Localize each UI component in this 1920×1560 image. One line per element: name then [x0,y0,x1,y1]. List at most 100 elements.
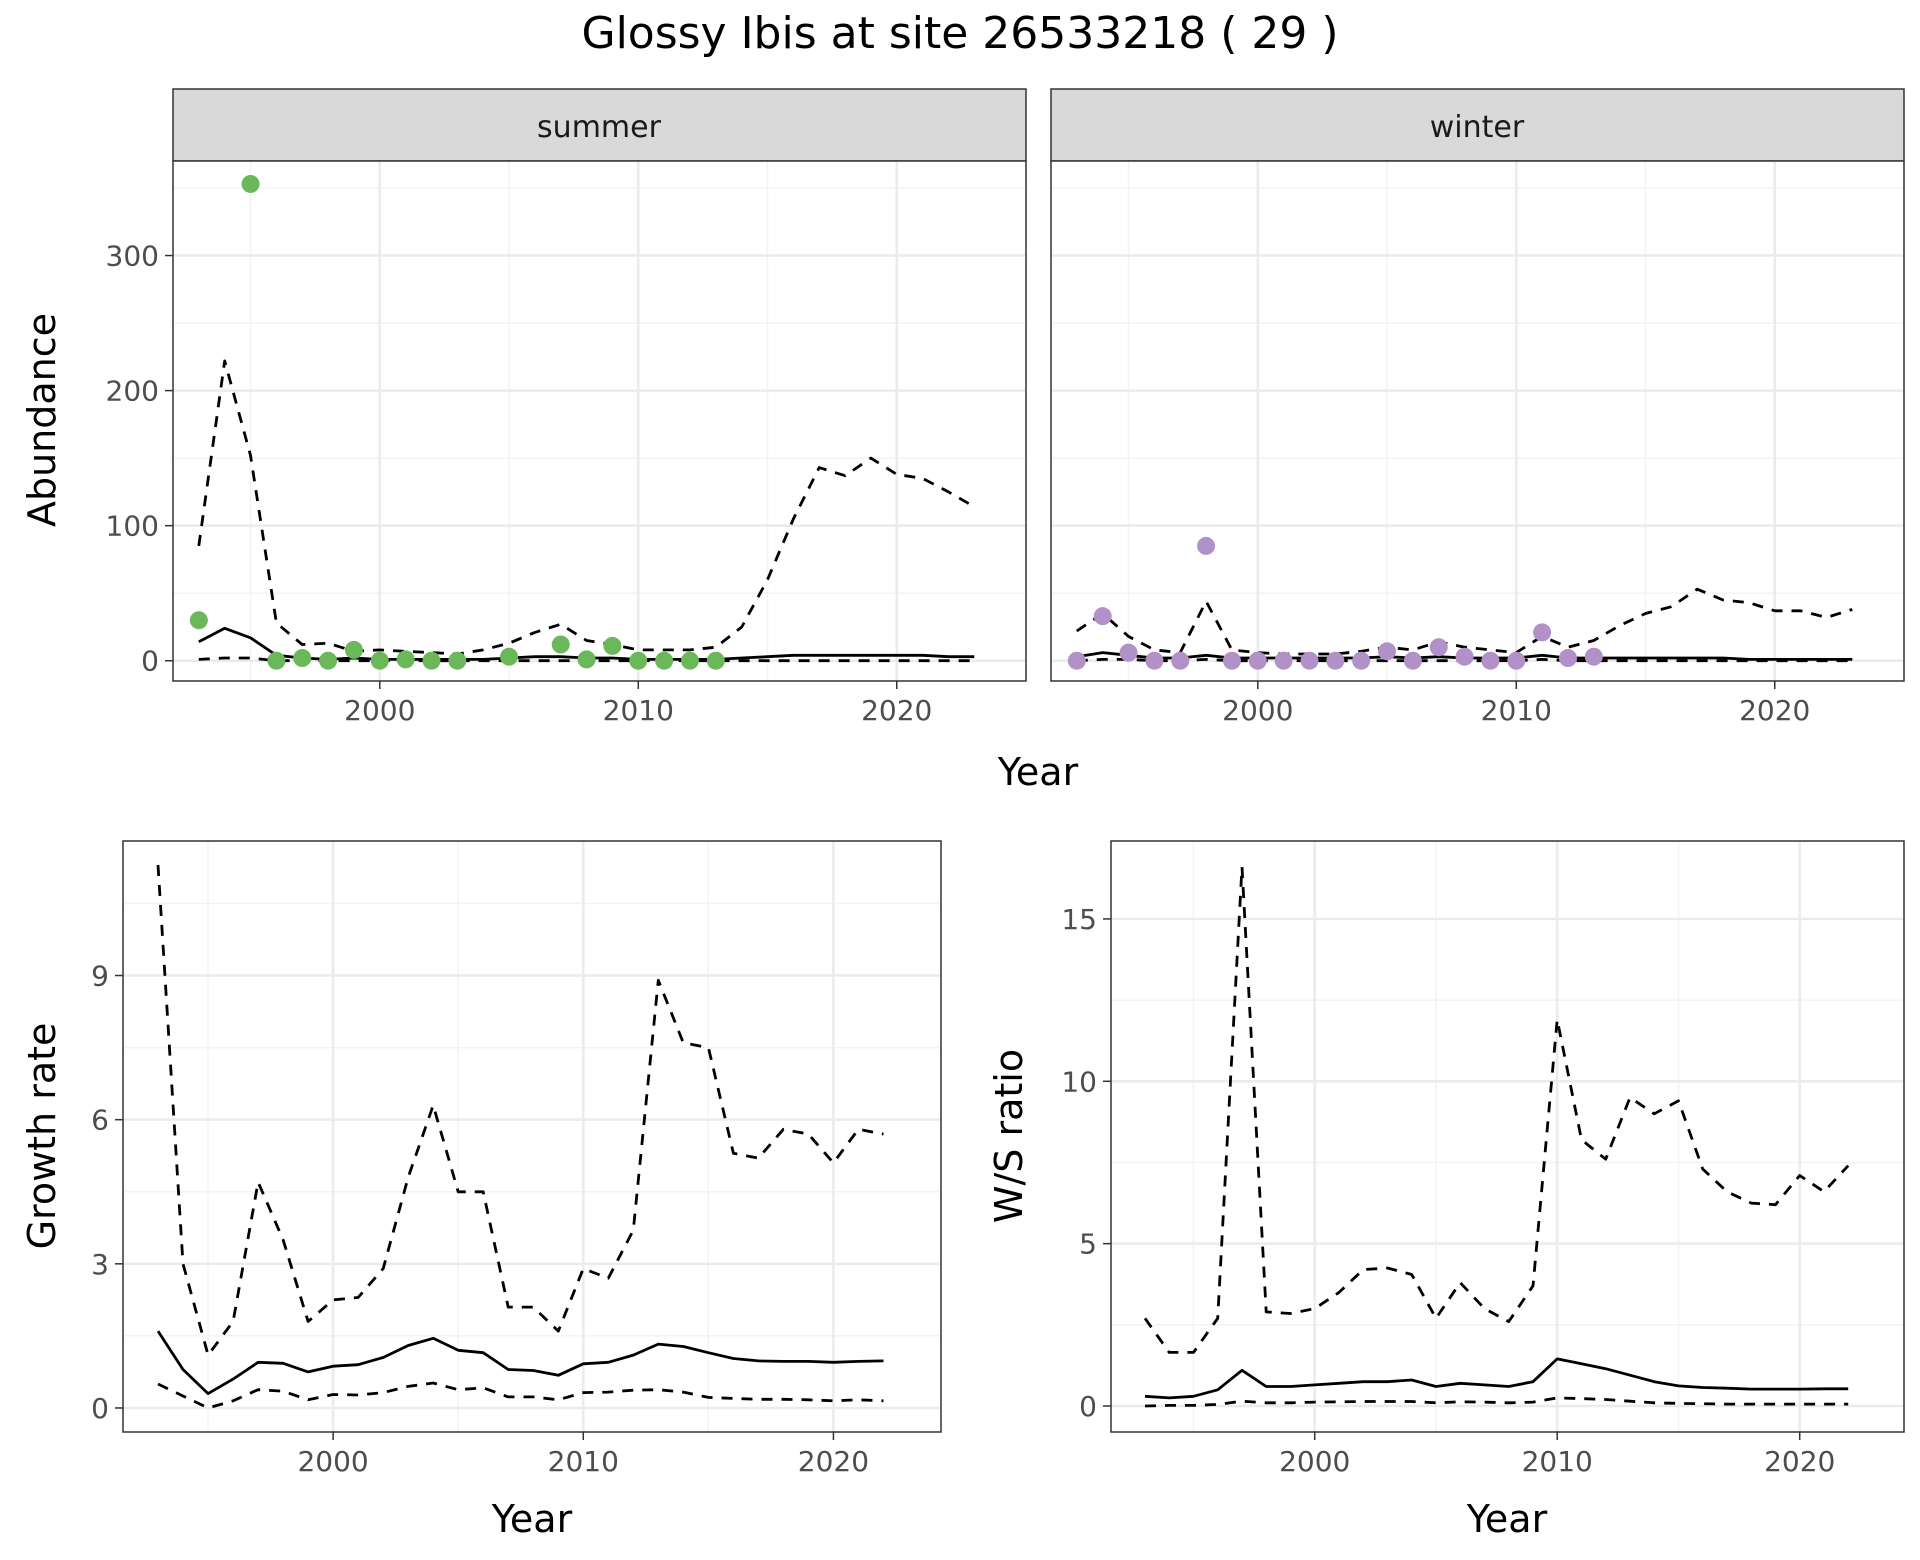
observation-point [1429,638,1448,657]
ratio-panel: 0 5 10 15 2000 2010 2020 W/S ratio Year [987,840,1905,1541]
x-tick-label: 2010 [1481,694,1552,727]
x-tick-label: 2010 [1522,1445,1593,1478]
growth-grid [123,841,941,1432]
y-tick-label: 0 [1079,1390,1097,1423]
plot-background [173,161,1026,681]
observation-point [396,650,415,669]
observation-point [1197,536,1216,555]
ratio-x-axis-title: Year [1466,1497,1548,1541]
observation-point [189,611,208,630]
observation-point [1145,651,1164,670]
x-tick-label: 2020 [861,694,932,727]
summer-panel-border [172,160,1027,682]
y-tick-label: 15 [1061,903,1097,936]
y-tick-label: 100 [106,510,159,543]
ratio-grid [1111,841,1904,1432]
summer-grid [173,161,1027,681]
observation-point [1507,651,1526,670]
observation-point [577,650,596,669]
observation-point [1584,647,1603,666]
plot-background [1051,161,1904,681]
x-tick-label: 2020 [798,1445,869,1478]
observation-point [1119,643,1138,662]
observation-point [344,640,363,659]
x-tick-label: 2000 [1279,1445,1350,1478]
y-tick-label: 10 [1061,1065,1097,1098]
observation-point [241,174,260,193]
observation-point [319,651,338,670]
observation-point [448,651,467,670]
growth-x-axis-title: Year [491,1497,573,1541]
ratio-y-ticks: 0 5 10 15 [1061,903,1111,1423]
observation-point [629,651,648,670]
observation-point [293,649,312,668]
observation-point [500,647,519,666]
observation-point [1171,651,1190,670]
figure-title: Glossy Ibis at site 26533218 ( 29 ) [581,8,1338,59]
observation-point [1067,651,1086,670]
abundance-panels: Abundance Year summer 0 100 200 300 2000 201… [20,88,1905,794]
strip-winter [1050,88,1905,162]
upper-bound-line [1143,865,1850,1354]
strip-summer-label: summer [537,110,662,145]
x-tick-label: 2010 [548,1445,619,1478]
y-tick-label: 9 [91,960,109,993]
x-tick-label: 2000 [297,1445,368,1478]
y-tick-label: 0 [91,1392,109,1425]
observation-point [1352,651,1371,670]
observation-point [267,651,286,670]
panel-winter: winter 2000 2010 2020 [1050,88,1905,727]
ratio-panel-border [1110,840,1905,1433]
observation-point [1455,647,1474,666]
observation-point [1093,607,1112,626]
y-tick-label: 6 [91,1104,109,1137]
summer-points [189,174,725,670]
observation-point [1222,651,1241,670]
growth-y-ticks: 0 3 6 9 [91,960,123,1425]
plot-background [1111,841,1904,1432]
winter-x-ticks: 2000 2010 2020 [1222,681,1810,727]
growth-panel-border [122,840,942,1433]
plot-background [123,841,941,1432]
growth-panel: 0 3 6 9 2000 2010 2020 Growth rate Year [20,840,942,1541]
summer-y-ticks: 0 100 200 300 [106,240,173,678]
upper-bound-line [197,359,976,656]
observation-point [1274,651,1293,670]
observation-point [1326,651,1345,670]
upper-bound-line [1076,587,1853,656]
y-tick-label: 5 [1079,1228,1097,1261]
y-tick-label: 300 [106,240,159,273]
observation-point [1533,623,1552,642]
observation-point [1300,651,1319,670]
growth-x-ticks: 2000 2010 2020 [297,1432,869,1478]
x-tick-label: 2000 [344,694,415,727]
panel-summer: summer 0 100 200 300 2000 2010 2020 [106,88,1027,727]
observation-point [680,651,699,670]
observation-point [1403,651,1422,670]
observation-point [655,651,674,670]
ratio-x-ticks: 2000 2010 2020 [1279,1432,1835,1478]
y-tick-label: 0 [141,645,159,678]
observation-point [1558,649,1577,668]
abundance-x-axis-title: Year [997,750,1079,794]
estimate-line [156,1330,884,1395]
x-tick-label: 2020 [1739,694,1810,727]
observation-point [422,651,441,670]
observation-point [370,651,389,670]
observation-point [1378,642,1397,661]
estimate-line [1144,1357,1849,1400]
y-tick-label: 200 [106,375,159,408]
winter-grid [1051,161,1905,681]
upper-bound-line [156,864,884,1357]
observation-point [551,635,570,654]
lower-bound-line [1144,1396,1849,1408]
y-tick-label: 3 [91,1248,109,1281]
ratio-lines [1143,865,1850,1408]
winter-points [1067,536,1603,670]
strip-winter-label: winter [1430,110,1525,145]
ratio-y-axis-title: W/S ratio [987,1049,1031,1223]
lower-bound-line [157,1381,884,1410]
growth-y-axis-title: Growth rate [20,1023,64,1250]
x-tick-label: 2020 [1764,1445,1835,1478]
